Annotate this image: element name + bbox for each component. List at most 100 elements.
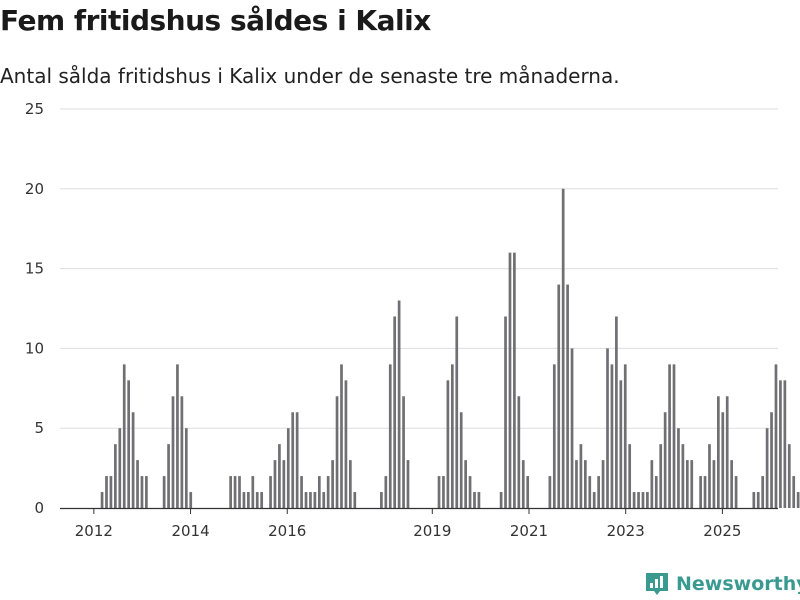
x-tick-label: 2012: [75, 522, 113, 540]
bar: [521, 460, 525, 508]
bar: [615, 316, 618, 508]
bar: [167, 444, 170, 508]
bar: [477, 492, 481, 508]
bar: [450, 364, 454, 508]
bar: [708, 444, 711, 508]
bar: [606, 348, 609, 508]
bar: [344, 380, 348, 508]
bar: [677, 428, 680, 508]
x-tick-label: 2025: [703, 522, 741, 540]
x-tick-label: 2016: [268, 522, 306, 540]
bar: [446, 380, 450, 508]
bar: [353, 492, 357, 508]
bar: [286, 428, 290, 508]
bar: [703, 476, 707, 508]
bar: [468, 476, 472, 508]
bar: [699, 476, 702, 508]
bar: [557, 284, 561, 508]
y-tick-label: 5: [34, 419, 44, 437]
bar: [770, 412, 773, 508]
bar: [229, 476, 232, 508]
bar: [526, 476, 530, 508]
bar: [783, 380, 787, 508]
bar: [765, 428, 769, 508]
bar: [646, 492, 649, 508]
bar: [335, 396, 339, 508]
bar: [437, 476, 441, 508]
bar: [517, 396, 521, 508]
brand-name: Newsworthy: [676, 573, 800, 595]
bar: [592, 492, 596, 508]
bar: [326, 476, 330, 508]
bar: [601, 460, 605, 508]
bar: [118, 428, 122, 508]
bar: [725, 396, 729, 508]
bar: [136, 460, 139, 508]
bar: [504, 316, 507, 508]
chart-subtitle: Antal sålda fritidshus i Kalix under de …: [0, 64, 620, 88]
newsworthy-icon: [646, 573, 668, 595]
bar: [499, 492, 503, 508]
bar: [508, 252, 512, 508]
bar: [455, 316, 459, 508]
bar: [184, 428, 188, 508]
bar: [552, 364, 556, 508]
bar: [663, 412, 667, 508]
bar: [787, 444, 791, 508]
bar: [721, 412, 725, 508]
bar: [761, 476, 765, 508]
bar: [140, 476, 144, 508]
bar: [579, 444, 583, 508]
bar: [176, 364, 179, 508]
bar: [109, 476, 113, 508]
bar: [313, 492, 317, 508]
bar: [291, 412, 295, 508]
bar: [105, 476, 108, 508]
bar: [623, 364, 627, 508]
bar: [317, 476, 321, 508]
x-axis: [60, 507, 778, 514]
labels: 051015202520122014201620192021202320255: [25, 100, 742, 540]
bar: [756, 492, 760, 508]
bar: [654, 476, 658, 508]
bar: [380, 492, 383, 508]
bar: [610, 364, 614, 508]
bar: [672, 364, 676, 508]
bar: [588, 476, 592, 508]
bar: [442, 476, 445, 508]
bar: [685, 460, 689, 508]
bar: [322, 492, 326, 508]
bar: [131, 412, 135, 508]
bar-series: [100, 188, 800, 509]
bar: [273, 460, 277, 508]
bar: [712, 460, 716, 508]
bar: [255, 492, 259, 508]
x-tick-label: 2014: [171, 522, 209, 540]
bar: [295, 412, 299, 508]
bar: [393, 316, 397, 508]
bar: [162, 476, 166, 508]
bar: [251, 476, 255, 508]
bar: [171, 396, 175, 508]
bar: [331, 460, 334, 508]
y-tick-label: 0: [34, 499, 44, 517]
bar: [397, 300, 401, 508]
bar: [122, 364, 126, 508]
bar: [570, 348, 574, 508]
y-tick-label: 15: [25, 260, 44, 278]
bar: [619, 380, 623, 508]
bar: [282, 460, 286, 508]
bar: [300, 476, 303, 508]
bar: [690, 460, 694, 508]
bar: [659, 444, 663, 508]
bar: [145, 476, 148, 508]
bar: [100, 492, 104, 508]
bar: [340, 364, 343, 508]
bar: [260, 492, 264, 508]
bar: [548, 476, 552, 508]
bar: [180, 396, 184, 508]
bar: [242, 492, 246, 508]
bar: [734, 476, 738, 508]
x-tick-label: 2023: [607, 522, 645, 540]
